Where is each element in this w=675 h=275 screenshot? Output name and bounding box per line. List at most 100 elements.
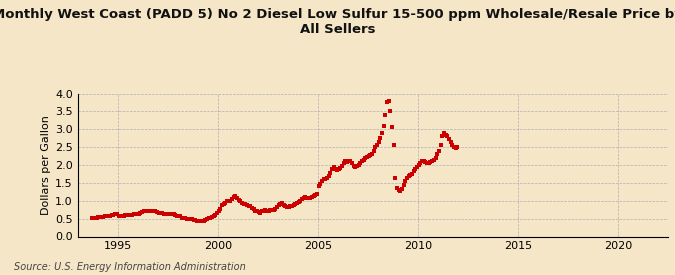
Point <box>328 164 339 169</box>
Point <box>277 200 288 205</box>
Point <box>315 182 326 186</box>
Y-axis label: Dollars per Gallon: Dollars per Gallon <box>41 115 51 215</box>
Point <box>252 209 263 214</box>
Point <box>220 200 231 205</box>
Point <box>182 216 192 221</box>
Point <box>171 214 182 218</box>
Point <box>290 202 301 207</box>
Point <box>358 157 369 162</box>
Point <box>300 195 310 199</box>
Point <box>356 159 367 164</box>
Point <box>323 174 334 178</box>
Text: Source: U.S. Energy Information Administration: Source: U.S. Energy Information Administ… <box>14 262 245 272</box>
Point <box>382 100 393 105</box>
Point <box>405 173 416 177</box>
Point <box>390 175 401 180</box>
Point <box>373 139 384 144</box>
Point <box>221 199 232 204</box>
Point <box>294 200 304 204</box>
Point <box>207 214 217 219</box>
Point <box>370 145 381 149</box>
Point <box>215 207 225 211</box>
Point <box>140 208 151 213</box>
Point <box>312 192 323 197</box>
Point <box>363 154 374 158</box>
Point <box>188 218 199 222</box>
Point <box>198 219 209 223</box>
Point <box>284 205 294 209</box>
Point <box>97 215 107 219</box>
Point <box>165 212 176 216</box>
Point <box>402 175 412 180</box>
Point <box>160 212 171 216</box>
Point <box>408 169 419 174</box>
Point <box>344 159 354 164</box>
Point <box>335 166 346 170</box>
Point <box>420 160 431 164</box>
Point <box>186 217 197 221</box>
Point <box>435 143 446 147</box>
Point <box>445 139 456 144</box>
Point <box>175 214 186 219</box>
Point <box>441 134 452 139</box>
Point <box>192 219 202 223</box>
Point <box>130 211 140 216</box>
Point <box>111 212 122 216</box>
Point <box>308 194 319 199</box>
Point <box>143 209 154 213</box>
Point <box>295 199 306 203</box>
Point <box>427 158 437 163</box>
Point <box>128 212 139 216</box>
Point <box>122 213 132 217</box>
Point <box>236 200 247 205</box>
Point <box>248 207 259 211</box>
Point <box>240 202 250 207</box>
Point <box>271 205 282 209</box>
Point <box>397 187 408 191</box>
Point <box>422 161 433 166</box>
Point <box>119 213 130 217</box>
Point <box>418 158 429 163</box>
Point <box>202 217 213 221</box>
Point <box>232 196 242 200</box>
Point <box>287 204 298 208</box>
Point <box>330 167 341 172</box>
Point <box>218 202 229 207</box>
Point <box>208 214 219 218</box>
Point <box>313 183 324 188</box>
Point <box>176 215 187 220</box>
Point <box>170 213 181 217</box>
Point <box>118 214 129 218</box>
Point <box>367 152 377 156</box>
Point <box>377 131 387 135</box>
Point <box>125 213 136 217</box>
Point <box>369 148 379 153</box>
Point <box>281 205 292 209</box>
Point <box>263 208 274 213</box>
Point <box>413 163 424 167</box>
Point <box>93 215 104 219</box>
Point <box>429 157 439 162</box>
Point <box>155 210 165 215</box>
Point <box>142 208 153 213</box>
Point <box>450 146 461 150</box>
Point <box>123 213 134 217</box>
Point <box>146 208 157 213</box>
Point <box>280 204 291 208</box>
Point <box>404 174 414 179</box>
Point <box>379 123 389 128</box>
Point <box>340 159 351 164</box>
Point <box>238 201 249 206</box>
Point <box>325 171 335 175</box>
Point <box>372 143 383 147</box>
Point <box>430 156 441 160</box>
Point <box>213 208 224 213</box>
Point <box>259 208 269 213</box>
Point <box>196 219 207 223</box>
Point <box>260 208 271 213</box>
Point <box>183 216 194 221</box>
Point <box>255 210 266 215</box>
Point <box>400 179 411 183</box>
Point <box>432 152 443 156</box>
Point <box>452 145 462 149</box>
